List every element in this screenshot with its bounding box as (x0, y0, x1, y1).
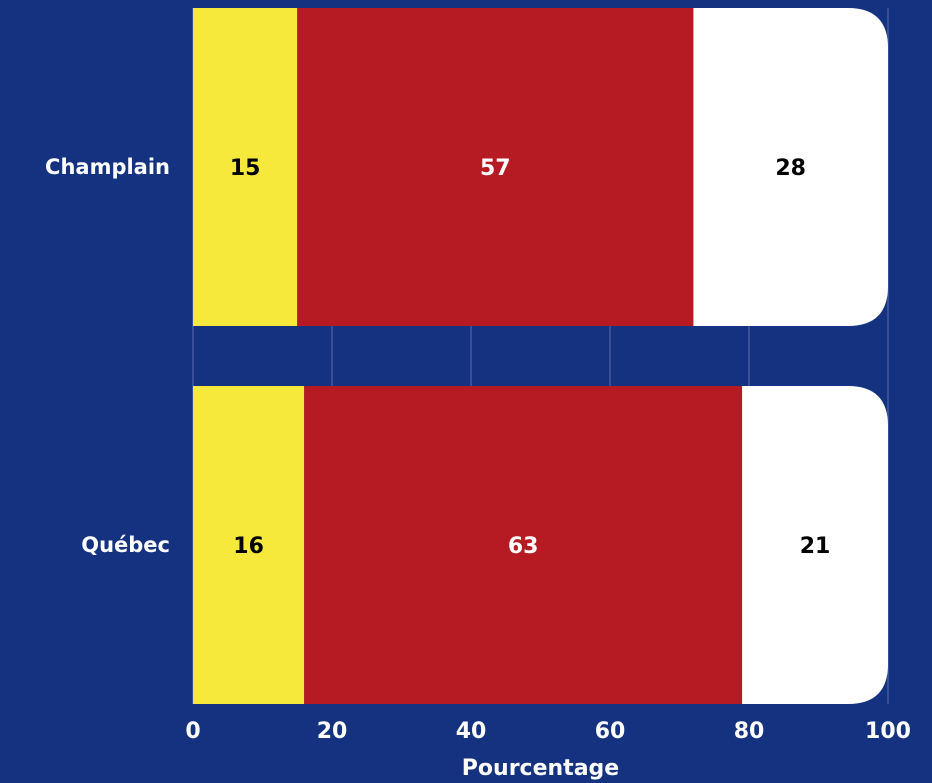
bar-value-label: 15 (230, 156, 261, 181)
bar-segment (297, 8, 694, 326)
bar-value-label: 57 (480, 156, 511, 181)
bar-segment (193, 386, 305, 704)
x-tick-label: 0 (185, 719, 200, 744)
category-label: Champlain (45, 155, 170, 179)
bar-value-label: 21 (800, 534, 831, 559)
x-tick-labels: 0 20 40 60 80 100 (185, 719, 911, 744)
bar-value-label: 16 (233, 534, 264, 559)
bar-segment (304, 386, 743, 704)
x-tick-label: 80 (734, 719, 765, 744)
x-tick-label: 40 (456, 719, 487, 744)
bar-value-label: 28 (775, 156, 806, 181)
bar-segment (693, 8, 888, 326)
bar-value-label: 63 (508, 534, 539, 559)
x-tick-label: 20 (317, 719, 348, 744)
bar-segment (193, 8, 298, 326)
x-tick-label: 100 (865, 719, 911, 744)
x-tick-label: 60 (595, 719, 626, 744)
category-labels: Champlain Québec (45, 155, 170, 557)
bars: 15 57 28 16 63 21 (193, 8, 888, 704)
bar-segment (742, 386, 888, 704)
category-label: Québec (81, 533, 170, 557)
x-axis-title: Pourcentage (462, 756, 619, 781)
